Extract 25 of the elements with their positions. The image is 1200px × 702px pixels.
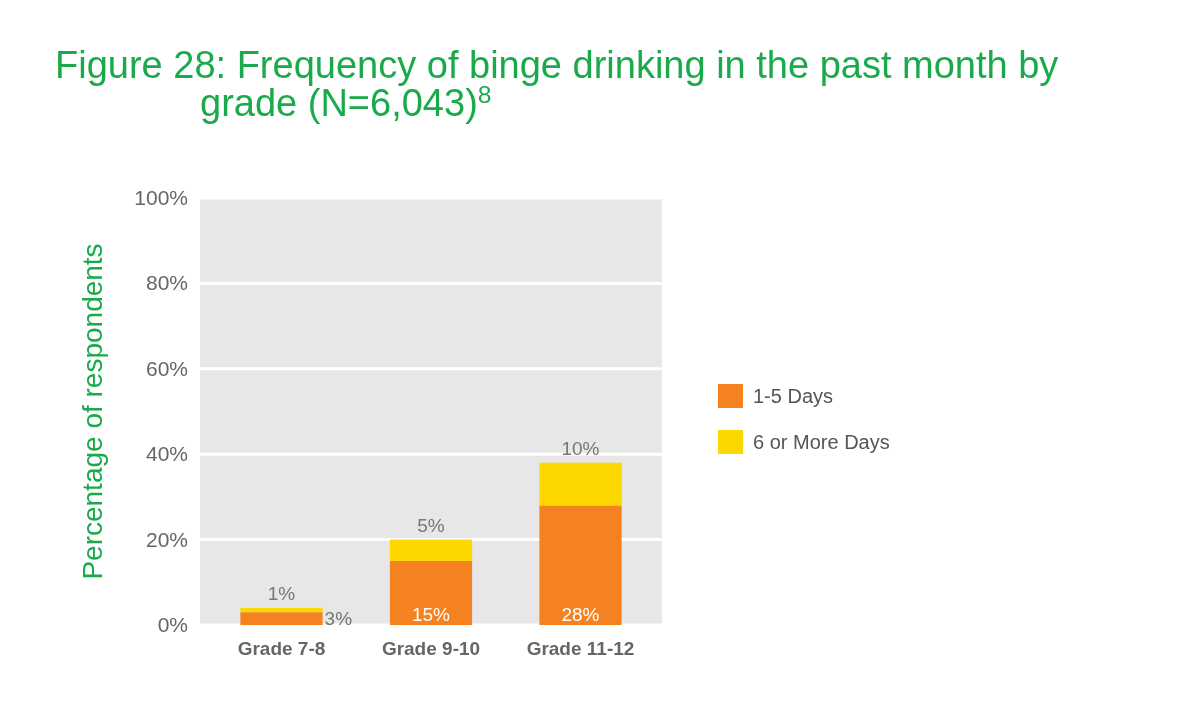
legend-label: 6 or More Days [753, 431, 890, 453]
y-tick-label: 80% [145, 271, 188, 295]
x-tick-label: Grade 7-8 [237, 638, 326, 659]
data-label: 10% [561, 437, 600, 459]
x-tick-label: Grade 11-12 [526, 638, 635, 659]
bar [240, 607, 323, 613]
y-tick-label: 40% [145, 442, 188, 466]
bar [389, 560, 473, 625]
data-label: 3% [324, 607, 353, 629]
bar [539, 462, 622, 506]
y-tick-label: 60% [145, 356, 188, 380]
y-tick-label: 0% [157, 613, 188, 636]
chart-title: Figure 28: Frequency of binge drinking in the past month by grade (N=6,043)$^{8}$ [55, 44, 1059, 124]
data-label: 1% [267, 582, 296, 604]
bar [539, 505, 622, 625]
y-axis-title: Percentage of respondents [77, 243, 108, 580]
y-tick-label: 20% [145, 527, 188, 551]
y-tick-label: 100% [134, 186, 188, 209]
bar [240, 612, 323, 625]
data-label: 5% [417, 514, 445, 536]
legend-label: 1-5 Days [753, 385, 834, 407]
bar [389, 539, 473, 561]
data-label: 28% [561, 604, 600, 625]
x-tick-label: Grade 9-10 [381, 638, 481, 659]
data-label: 15% [411, 604, 451, 625]
